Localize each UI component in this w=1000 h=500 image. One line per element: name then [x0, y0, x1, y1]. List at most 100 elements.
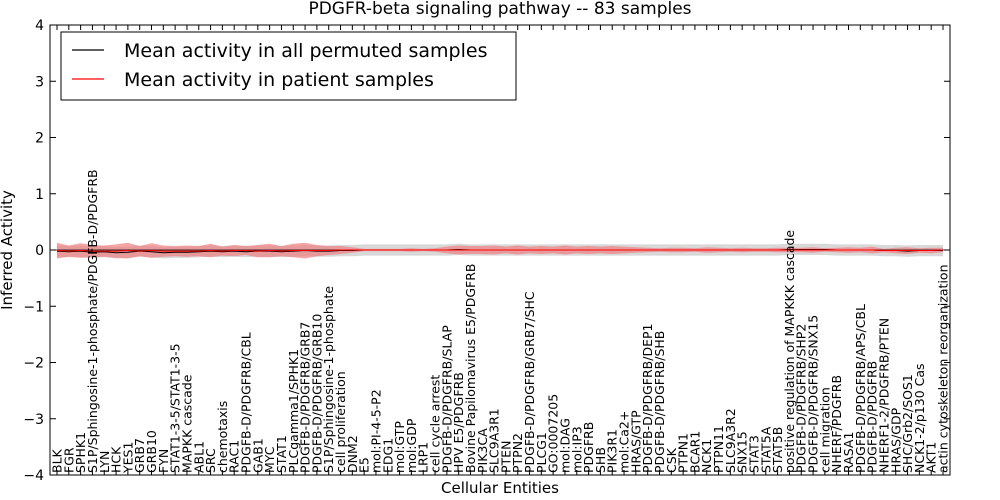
- legend-box: [60, 31, 517, 101]
- category-label: LYN: [97, 451, 112, 473]
- y-tick-label: −1: [23, 299, 44, 315]
- category-label: mol:Ca2+: [617, 411, 632, 473]
- category-label: CSK: [664, 447, 679, 473]
- category-label: SNX15: [735, 431, 750, 473]
- category-label: NHERF1-2/PDGFRB/PTEN: [876, 318, 891, 473]
- category-label: PDGFB-D/PDGFRB/APS/CBL: [853, 304, 868, 473]
- category-label: actin cytoskeleton reorganization: [936, 264, 951, 473]
- category-label: HRAS/GTP: [628, 410, 643, 473]
- category-label: PLCG1: [534, 432, 549, 473]
- category-label: PTEN: [498, 441, 513, 473]
- category-label: SLC9A3R1: [487, 408, 502, 473]
- category-label: AKT1: [924, 442, 939, 473]
- category-label: SHB: [593, 447, 608, 473]
- category-label: cell proliferation: [333, 371, 348, 473]
- category-label: PDGFB-D/PDGFRB/GRB7: [298, 322, 313, 473]
- category-label: NCK1: [699, 439, 714, 473]
- category-label: PDGFB-D/PDGFRB: [865, 361, 880, 473]
- category-label: PIK3R1: [605, 429, 620, 473]
- plot-frame: [49, 24, 951, 476]
- category-label: FYN: [156, 449, 171, 473]
- y-tick-label: −4: [23, 468, 44, 484]
- category-label: GRB7: [132, 438, 147, 473]
- category-label: PDGFB-D/PDGFRB/SNX15: [806, 315, 821, 473]
- category-label: LRP1: [416, 442, 431, 473]
- y-tick-label: 0: [35, 243, 44, 259]
- category-label: mol:PI-4-5-P2: [368, 389, 383, 473]
- category-label: STAT3: [746, 435, 761, 473]
- category-label: SPHK1: [73, 432, 88, 473]
- category-label: PDGFB-D/PDGFRB/SHB: [652, 331, 667, 473]
- legend-label-patient: Mean activity in patient samples: [124, 69, 434, 91]
- y-tick-label: 2: [35, 131, 44, 147]
- patient-series-line: [56, 249, 944, 252]
- category-label: S1P/Sphingosine-1-phosphate: [321, 286, 336, 473]
- category-label: SHC/Grb2/SOS1: [900, 374, 915, 473]
- category-label: SRC: [203, 448, 218, 473]
- category-label: GAB1: [250, 438, 265, 473]
- category-label: HPV E5/PDGFRB: [451, 372, 466, 473]
- category-label: DNM2: [345, 435, 360, 473]
- category-label: PTPN2: [510, 433, 525, 473]
- x-axis-ticks: [56, 25, 944, 475]
- series-lines: [50, 248, 950, 254]
- category-label: HCK: [109, 446, 124, 473]
- category-label: RASA1: [841, 432, 856, 473]
- category-label: PDGFB-D/PDGFRB/SHP2: [794, 324, 809, 473]
- category-label: positive regulation of MAPKKK cascade: [782, 230, 797, 473]
- y-tick-label: 1: [35, 187, 44, 203]
- category-label: E5: [357, 457, 372, 473]
- category-label: SLC9A3R2: [723, 408, 738, 473]
- category-label: BLK: [50, 448, 65, 473]
- x-axis-label: Cellular Entities: [441, 479, 559, 497]
- category-label: STAT1-3-5/STAT1-3-5: [168, 343, 183, 473]
- category-label: YES1: [120, 442, 135, 474]
- category-label: GO:0007205: [546, 394, 561, 473]
- legend-label-permuted: Mean activity in all permuted samples: [124, 40, 487, 62]
- y-tick-label: 3: [35, 74, 44, 90]
- category-label: PDGFB-D/PDGFRB/SLAP: [439, 325, 454, 473]
- category-label: HRAS/GDP: [888, 407, 903, 473]
- category-label: mol:GTP: [392, 421, 407, 473]
- category-label: PIK3CA: [475, 428, 490, 473]
- category-label: STAT5A: [758, 426, 773, 473]
- category-label: PDGFB-D/PDGFRB/DEP1: [640, 324, 655, 474]
- y-axis-ticks: −4 −3 −2 −1 0 1 2 3 4: [23, 18, 950, 484]
- category-label: ABL1: [191, 441, 206, 473]
- category-labels: BLKFGRSPHK1S1P/Sphingosine-1-phosphate/P…: [50, 169, 951, 474]
- category-label: PDGFRB: [581, 422, 596, 473]
- category-label: mol:GDP: [404, 418, 419, 473]
- category-label: cell migration: [817, 387, 832, 473]
- category-label: MYC: [262, 446, 277, 473]
- confidence-bands: [57, 242, 943, 259]
- category-label: EDG1: [380, 438, 395, 473]
- category-label: mol:DAG: [557, 418, 572, 473]
- patient-confidence-band: [57, 242, 943, 259]
- category-label: STAT1: [274, 435, 289, 473]
- chart-title: PDGFR-beta signaling pathway -- 83 sampl…: [308, 0, 691, 19]
- y-tick-label: −3: [23, 412, 44, 428]
- category-label: PDGFB-D/PDGFRB/GRB10: [309, 314, 324, 473]
- category-label: MAPKK cascade: [179, 374, 194, 473]
- category-label: Bovine Papilomavirus E5/PDGFRB: [463, 264, 478, 473]
- category-label: PTPN11: [711, 425, 726, 473]
- category-label: PDGFB-D/PDGFRB/GRB7/SHC: [522, 291, 537, 473]
- category-label: RAC1: [227, 440, 242, 473]
- category-label: PLCgamma1/SPHK1: [286, 349, 301, 473]
- category-label: chemotaxis: [215, 401, 230, 473]
- category-label: GRB10: [144, 430, 159, 473]
- category-label: STAT5B: [770, 427, 785, 473]
- category-label: mol:IP3: [569, 426, 584, 473]
- y-axis-label: Inferred Activity: [0, 190, 16, 310]
- category-label: PDGFB-D/PDGFRB/CBL: [239, 332, 254, 473]
- category-label: NHERF/PDGFRB: [829, 375, 844, 473]
- category-label: cell cycle arrest: [428, 375, 443, 473]
- y-tick-label: 4: [35, 18, 44, 34]
- y-tick-label: −2: [23, 356, 44, 372]
- category-label: S1P/Sphingosine-1-phosphate/PDGFB-D/PDGF…: [85, 169, 100, 473]
- category-label: BCAR1: [687, 431, 702, 473]
- legend: Mean activity in all permuted samples Me…: [60, 31, 517, 101]
- category-label: FGR: [61, 447, 76, 473]
- category-label: NCK1-2/p130 Cas: [912, 363, 927, 473]
